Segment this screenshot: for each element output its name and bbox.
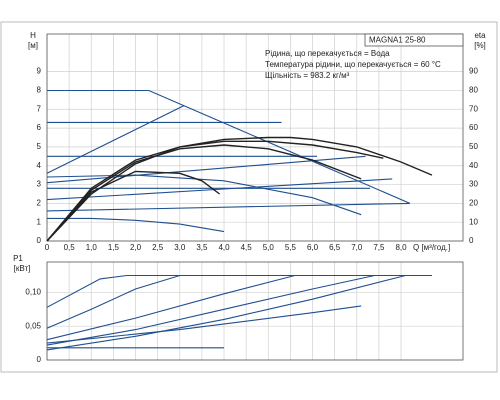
x-tick-label: 2,0 (130, 243, 142, 252)
y-axis-unit: [кВт] (14, 264, 31, 273)
x-tick-label: 7,0 (351, 243, 363, 252)
y2-axis-label: eta (474, 31, 486, 40)
y2-tick-label: 50 (469, 142, 478, 151)
plot-border (46, 261, 464, 361)
x-tick-label: 6,0 (307, 243, 319, 252)
x-tick-label: 4,0 (218, 243, 230, 252)
annotation: Рідина, що перекачується = Вода (265, 49, 390, 58)
x-tick-label: 7,5 (373, 243, 385, 252)
curve (46, 274, 432, 346)
curve (46, 144, 362, 242)
y2-tick-label: 20 (469, 198, 478, 207)
y2-axis-unit: [%] (474, 41, 486, 50)
curve (46, 202, 410, 212)
curve (46, 174, 362, 216)
y-tick-label: 1 (37, 217, 42, 226)
x-tick-label: 2,5 (152, 243, 164, 252)
curve (46, 170, 221, 242)
y-axis-label: H (30, 31, 36, 40)
y-tick-label: 0,10 (25, 288, 41, 297)
x-axis-label: Q [м³/год.] (413, 243, 450, 252)
plot-border (46, 33, 464, 242)
annotation: Температура рідини, що перекачується = 6… (265, 60, 441, 69)
x-tick-label: 5,0 (263, 243, 275, 252)
y-tick-label: 8 (37, 86, 42, 95)
y-tick-label: 0 (37, 236, 42, 245)
curve (46, 155, 366, 184)
curve (46, 140, 384, 242)
curve (47, 217, 225, 233)
y2-tick-label: 0 (469, 236, 474, 245)
y-tick-label: 4 (37, 161, 42, 170)
curve (46, 305, 362, 344)
y-tick-label: 0 (37, 355, 42, 364)
y-axis-label: P1 (13, 254, 23, 263)
curve (46, 274, 432, 341)
title-box (364, 33, 464, 47)
x-tick-label: 6,5 (329, 243, 341, 252)
y2-tick-label: 40 (469, 161, 478, 170)
y2-tick-label: 80 (469, 86, 478, 95)
y-axis-unit: [м] (28, 41, 38, 50)
curve (46, 274, 432, 329)
y2-tick-label: 90 (469, 67, 478, 76)
x-tick-label: 3,0 (174, 243, 186, 252)
x-tick-label: 5,5 (285, 243, 297, 252)
y-tick-label: 7 (37, 104, 42, 113)
y-tick-label: 3 (37, 180, 42, 189)
y-tick-label: 0,05 (25, 321, 41, 330)
y2-tick-label: 60 (469, 123, 478, 132)
x-tick-label: 0 (45, 243, 50, 252)
frame (0, 21, 498, 373)
curve (46, 178, 393, 201)
y2-tick-label: 30 (469, 180, 478, 189)
y-tick-label: 6 (37, 123, 42, 132)
x-tick-label: 1,5 (108, 243, 120, 252)
x-tick-label: 1,0 (86, 243, 98, 252)
curve (46, 136, 433, 242)
curve (47, 89, 411, 204)
x-tick-label: 4,5 (241, 243, 253, 252)
y-tick-label: 2 (37, 198, 42, 207)
curve (46, 105, 185, 174)
y-tick-label: 9 (37, 67, 42, 76)
x-tick-label: 0,5 (64, 243, 76, 252)
x-tick-label: 8,0 (395, 243, 407, 252)
y-tick-label: 5 (37, 142, 42, 151)
chart-title: MAGNA1 25-80 (369, 36, 426, 45)
y2-tick-label: 10 (469, 217, 478, 226)
annotation: Щільність = 983.2 кг/м³ (265, 71, 350, 80)
y2-tick-label: 70 (469, 104, 478, 113)
x-tick-label: 3,5 (196, 243, 208, 252)
curve (46, 274, 432, 351)
